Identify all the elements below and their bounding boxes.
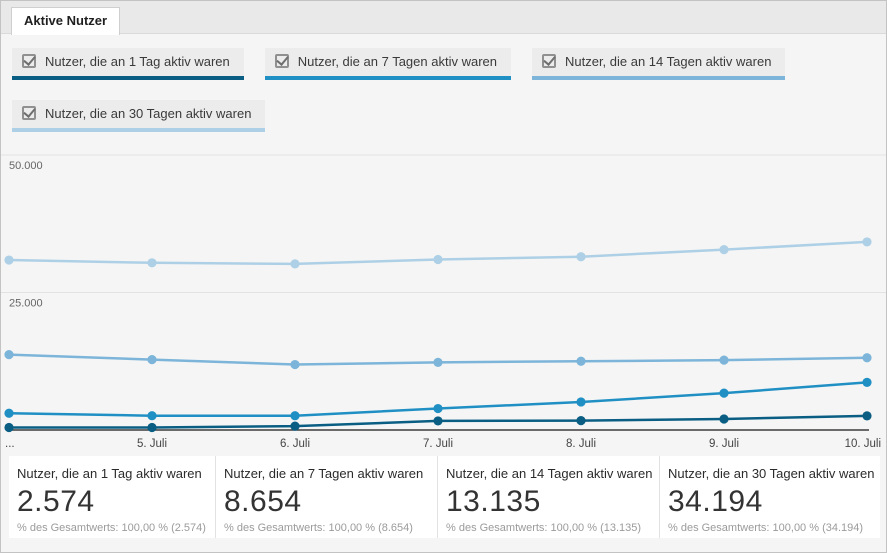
x-axis-label: 9. Juli xyxy=(709,438,739,450)
data-point[interactable] xyxy=(719,414,729,424)
data-point[interactable] xyxy=(576,397,586,407)
data-point[interactable] xyxy=(147,355,157,365)
data-point[interactable] xyxy=(576,356,586,366)
x-axis-label: ... xyxy=(5,438,15,450)
data-point[interactable] xyxy=(433,403,443,414)
legend-chip-1[interactable]: Nutzer, die an 1 Tag aktiv waren xyxy=(12,48,244,80)
data-point[interactable] xyxy=(433,416,443,426)
legend-chip-label: Nutzer, die an 30 Tagen aktiv waren xyxy=(45,105,252,121)
data-point[interactable] xyxy=(719,245,729,255)
y-axis-label: 50.000 xyxy=(9,160,43,172)
summary-card-subtitle: % des Gesamtwerts: 100,00 % (8.654) xyxy=(224,522,413,534)
data-point[interactable] xyxy=(862,237,872,247)
data-point[interactable] xyxy=(290,411,300,421)
summary-card-2: Nutzer, die an 7 Tagen aktiv waren 8.654%… xyxy=(215,456,437,538)
data-point[interactable] xyxy=(862,377,872,388)
checkbox-checked-icon[interactable] xyxy=(274,54,289,68)
line-chart-canvas: 50.000 25.000... 5. Juli 6. Juli 7. Juli 8. J… xyxy=(1,154,886,450)
data-point[interactable] xyxy=(290,421,300,431)
data-point[interactable] xyxy=(147,411,157,421)
summary-card-value: 13.135 xyxy=(446,485,541,518)
legend-chip-label: Nutzer, die an 14 Tagen aktiv waren xyxy=(564,53,772,69)
summary-card-subtitle: % des Gesamtwerts: 100,00 % (2.574) xyxy=(17,522,206,534)
legend-row-2: Nutzer, die an 30 Tagen aktiv waren xyxy=(12,100,875,132)
summary-card-title: Nutzer, die an 30 Tagen aktiv waren xyxy=(668,466,875,481)
x-axis-label: 6. Juli xyxy=(280,438,310,450)
x-axis-label: 7. Juli xyxy=(423,438,453,450)
summary-card-value: 8.654 xyxy=(224,485,302,518)
checkbox-checked-icon[interactable] xyxy=(541,54,556,68)
data-point[interactable] xyxy=(862,353,872,363)
data-point[interactable] xyxy=(290,259,300,269)
data-point[interactable] xyxy=(433,254,443,265)
data-point[interactable] xyxy=(719,355,729,365)
legend-chip-3[interactable]: Nutzer, die an 14 Tagen aktiv waren xyxy=(531,48,786,80)
data-point[interactable] xyxy=(147,422,157,433)
legend-chips: Nutzer, die an 1 Tag aktiv waren Nutzer, … xyxy=(12,48,875,132)
summary-card-1: Nutzer, die an 1 Tag aktiv waren 2.574 % d… xyxy=(9,456,215,538)
legend-chip-label: Nutzer, die an 1 Tag aktiv waren xyxy=(45,53,230,69)
x-axis-label: 5. Juli xyxy=(137,438,167,450)
checkbox-checked-icon[interactable] xyxy=(22,54,36,68)
data-point[interactable] xyxy=(719,388,729,398)
summary-card-title: Nutzer, die an 14 Tagen aktiv waren xyxy=(446,466,653,481)
data-point[interactable] xyxy=(4,350,14,360)
legend-chip-2[interactable]: Nutzer, die an 7 Tagen aktiv waren xyxy=(264,48,511,80)
data-point[interactable] xyxy=(576,252,586,262)
data-point[interactable] xyxy=(433,357,443,367)
x-axis-label: 10. Juli xyxy=(845,438,881,450)
y-axis-label: 25.000 xyxy=(9,298,43,310)
legend-chip-label: Nutzer, die an 7 Tagen aktiv waren xyxy=(297,53,497,69)
summary-card-value: 34.194 xyxy=(668,485,763,518)
data-point[interactable] xyxy=(290,359,300,370)
tab-bar: Aktive Nutzer xyxy=(1,1,886,35)
data-point[interactable] xyxy=(4,255,14,265)
summary-card-value: 2.574 xyxy=(17,485,95,518)
legend-row-1: Nutzer, die an 1 Tag aktiv waren Nutzer, … xyxy=(12,48,875,80)
summary-card-3: Nutzer, die an 14 Tagen aktiv waren 13.13… xyxy=(437,456,659,538)
summary-card-subtitle: % des Gesamtwerts: 100,00 % (13.135) xyxy=(446,522,642,534)
summary-card-title: Nutzer, die an 1 Tag aktiv waren xyxy=(17,466,202,481)
checkbox-checked-icon[interactable] xyxy=(22,106,36,120)
data-point[interactable] xyxy=(862,411,872,421)
legend-chip-4[interactable]: Nutzer, die an 30 Tagen aktiv waren xyxy=(12,100,266,132)
summary-card-4: Nutzer, die an 30 Tagen aktiv waren 34.19… xyxy=(659,456,880,538)
summary-cards: Nutzer, die an 1 Tag aktiv waren 2.574 % d… xyxy=(9,456,880,538)
summary-card-subtitle: % des Gesamtwerts: 100,00 % (34.194) xyxy=(668,522,864,534)
active-users-chart: 50.000 25.000... 5. Juli 6. Juli 7. Juli 8. J… xyxy=(1,149,886,451)
data-point[interactable] xyxy=(4,408,14,418)
data-point[interactable] xyxy=(576,416,586,426)
tab-aktive-nutzer[interactable]: Aktive Nutzer xyxy=(11,7,121,35)
x-axis-label: 8. Juli xyxy=(566,438,596,450)
data-point[interactable] xyxy=(147,258,157,268)
data-point[interactable] xyxy=(4,422,14,433)
summary-card-title: Nutzer, die an 7 Tagen aktiv waren xyxy=(224,466,424,481)
